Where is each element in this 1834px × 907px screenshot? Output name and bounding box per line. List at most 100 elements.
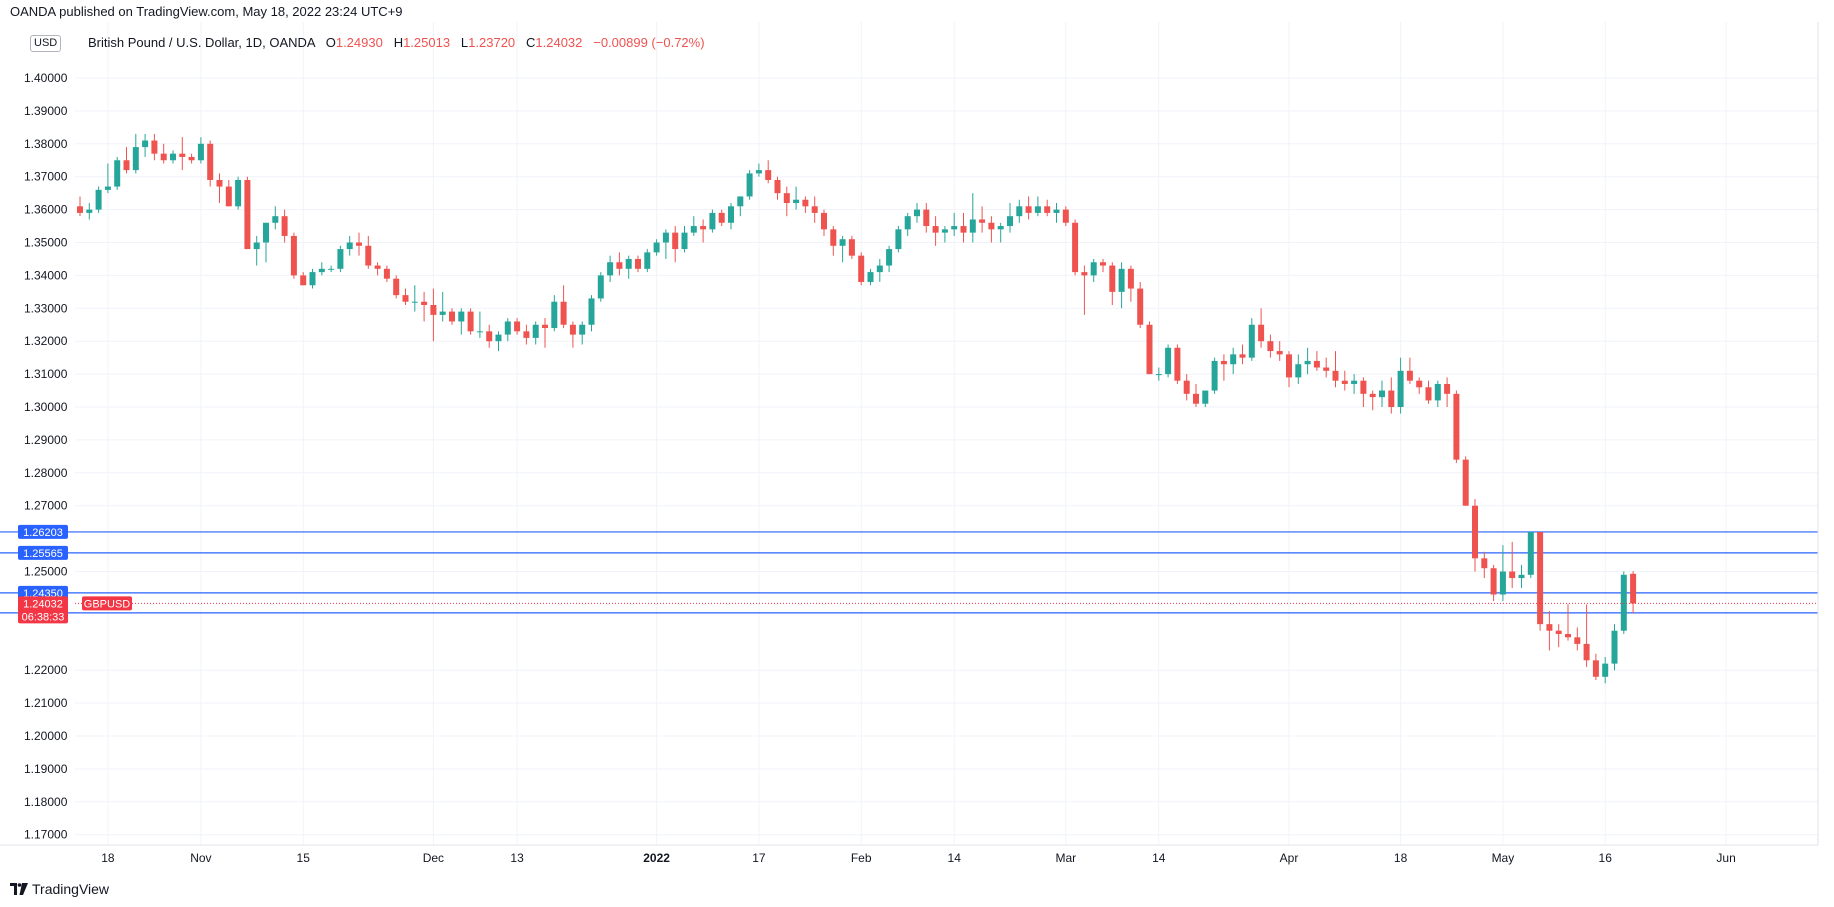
candle	[1109, 262, 1116, 306]
candle-body	[170, 153, 176, 161]
candle-body	[560, 301, 567, 325]
candle	[1444, 377, 1451, 407]
candle-body	[607, 262, 614, 276]
candle	[1360, 377, 1367, 407]
candle	[1304, 347, 1311, 375]
symbol-description[interactable]: British Pound / U.S. Dollar, 1D, OANDA	[88, 35, 315, 50]
candle	[588, 295, 595, 332]
candle-body	[867, 272, 874, 282]
candle-body	[886, 249, 893, 266]
candle-body	[718, 212, 725, 223]
hline-price-label-text: 1.26203	[23, 527, 63, 539]
candle-body	[411, 301, 418, 303]
candle-body	[383, 268, 390, 279]
candle-body	[225, 186, 232, 207]
candle	[1034, 196, 1041, 217]
candle	[1499, 545, 1506, 602]
candle-body	[495, 334, 502, 342]
candle	[1053, 203, 1060, 223]
last-price-value: 1.24032	[23, 598, 63, 610]
candle-body	[318, 268, 325, 273]
candle	[821, 209, 827, 236]
chart-legend: British Pound / U.S. Dollar, 1D, OANDA O…	[88, 35, 705, 50]
candle	[690, 216, 697, 236]
x-tick-label: Feb	[851, 851, 872, 865]
x-tick-label: Dec	[423, 851, 444, 865]
candle-body	[1592, 660, 1599, 677]
y-tick-label: 1.27000	[24, 499, 68, 513]
candle	[876, 258, 883, 282]
price-labels: 1.262031.255651.243501.237421.2403206:38…	[18, 524, 132, 624]
candle	[1025, 196, 1032, 220]
candle-body	[1490, 568, 1497, 595]
candle	[765, 160, 772, 184]
candle	[114, 156, 121, 190]
candle	[383, 265, 390, 282]
candle	[653, 239, 660, 256]
candle	[1509, 541, 1516, 588]
grid	[75, 22, 1818, 845]
currency-badge[interactable]: USD	[30, 35, 62, 52]
candle-body	[300, 275, 307, 286]
candle-body	[1397, 370, 1404, 407]
candle-body	[1555, 630, 1562, 635]
candle-body	[635, 258, 641, 269]
candle-body	[1583, 643, 1590, 661]
candle-body	[579, 324, 586, 335]
candle-body	[1295, 364, 1302, 378]
candle	[1527, 532, 1534, 579]
last-price-label-bg	[18, 596, 68, 624]
candle	[300, 272, 307, 286]
candle-body	[263, 222, 269, 243]
candle	[523, 324, 530, 345]
high-value: 1.25013	[403, 35, 451, 50]
candle	[988, 216, 995, 243]
candle-body	[1379, 390, 1385, 398]
candle-body	[1481, 558, 1488, 569]
candle	[569, 321, 576, 348]
candle	[616, 252, 623, 276]
candle-body	[793, 199, 800, 204]
y-tick-label: 1.35000	[24, 236, 68, 250]
candle	[755, 163, 762, 177]
candle-body	[439, 311, 446, 315]
candle-body	[569, 324, 576, 335]
candle	[932, 216, 939, 246]
candle-body	[1100, 262, 1106, 266]
x-tick-label: 15	[297, 851, 311, 865]
candle-body	[1546, 624, 1553, 631]
candle	[1351, 374, 1358, 394]
candle	[225, 179, 232, 207]
candle	[848, 235, 855, 259]
x-tick-label: Apr	[1280, 851, 1299, 865]
candle	[151, 133, 158, 161]
candle	[774, 176, 781, 200]
candle-body	[746, 173, 753, 197]
candle	[1165, 344, 1172, 378]
candle	[1081, 265, 1088, 315]
candle	[188, 153, 195, 164]
candle	[662, 229, 669, 259]
tradingview-logo[interactable]: TradingView	[10, 881, 109, 897]
candle-body	[179, 153, 186, 157]
candle-body	[690, 226, 697, 233]
candle-body	[244, 179, 251, 250]
candle-body	[737, 196, 744, 207]
candle-body	[1611, 630, 1618, 664]
candle	[235, 176, 242, 210]
tradingview-logo-icon	[10, 883, 28, 895]
candle	[1118, 262, 1125, 309]
candle	[1630, 571, 1637, 614]
candle-body	[811, 206, 818, 213]
candle-body	[1062, 209, 1069, 223]
candle	[476, 311, 483, 338]
candle-body	[123, 160, 130, 171]
candle	[969, 193, 976, 243]
candle-body	[1351, 380, 1358, 384]
candle	[77, 196, 83, 217]
candle-body	[142, 140, 149, 148]
y-tick-label: 1.28000	[24, 466, 68, 480]
candle	[281, 209, 288, 243]
